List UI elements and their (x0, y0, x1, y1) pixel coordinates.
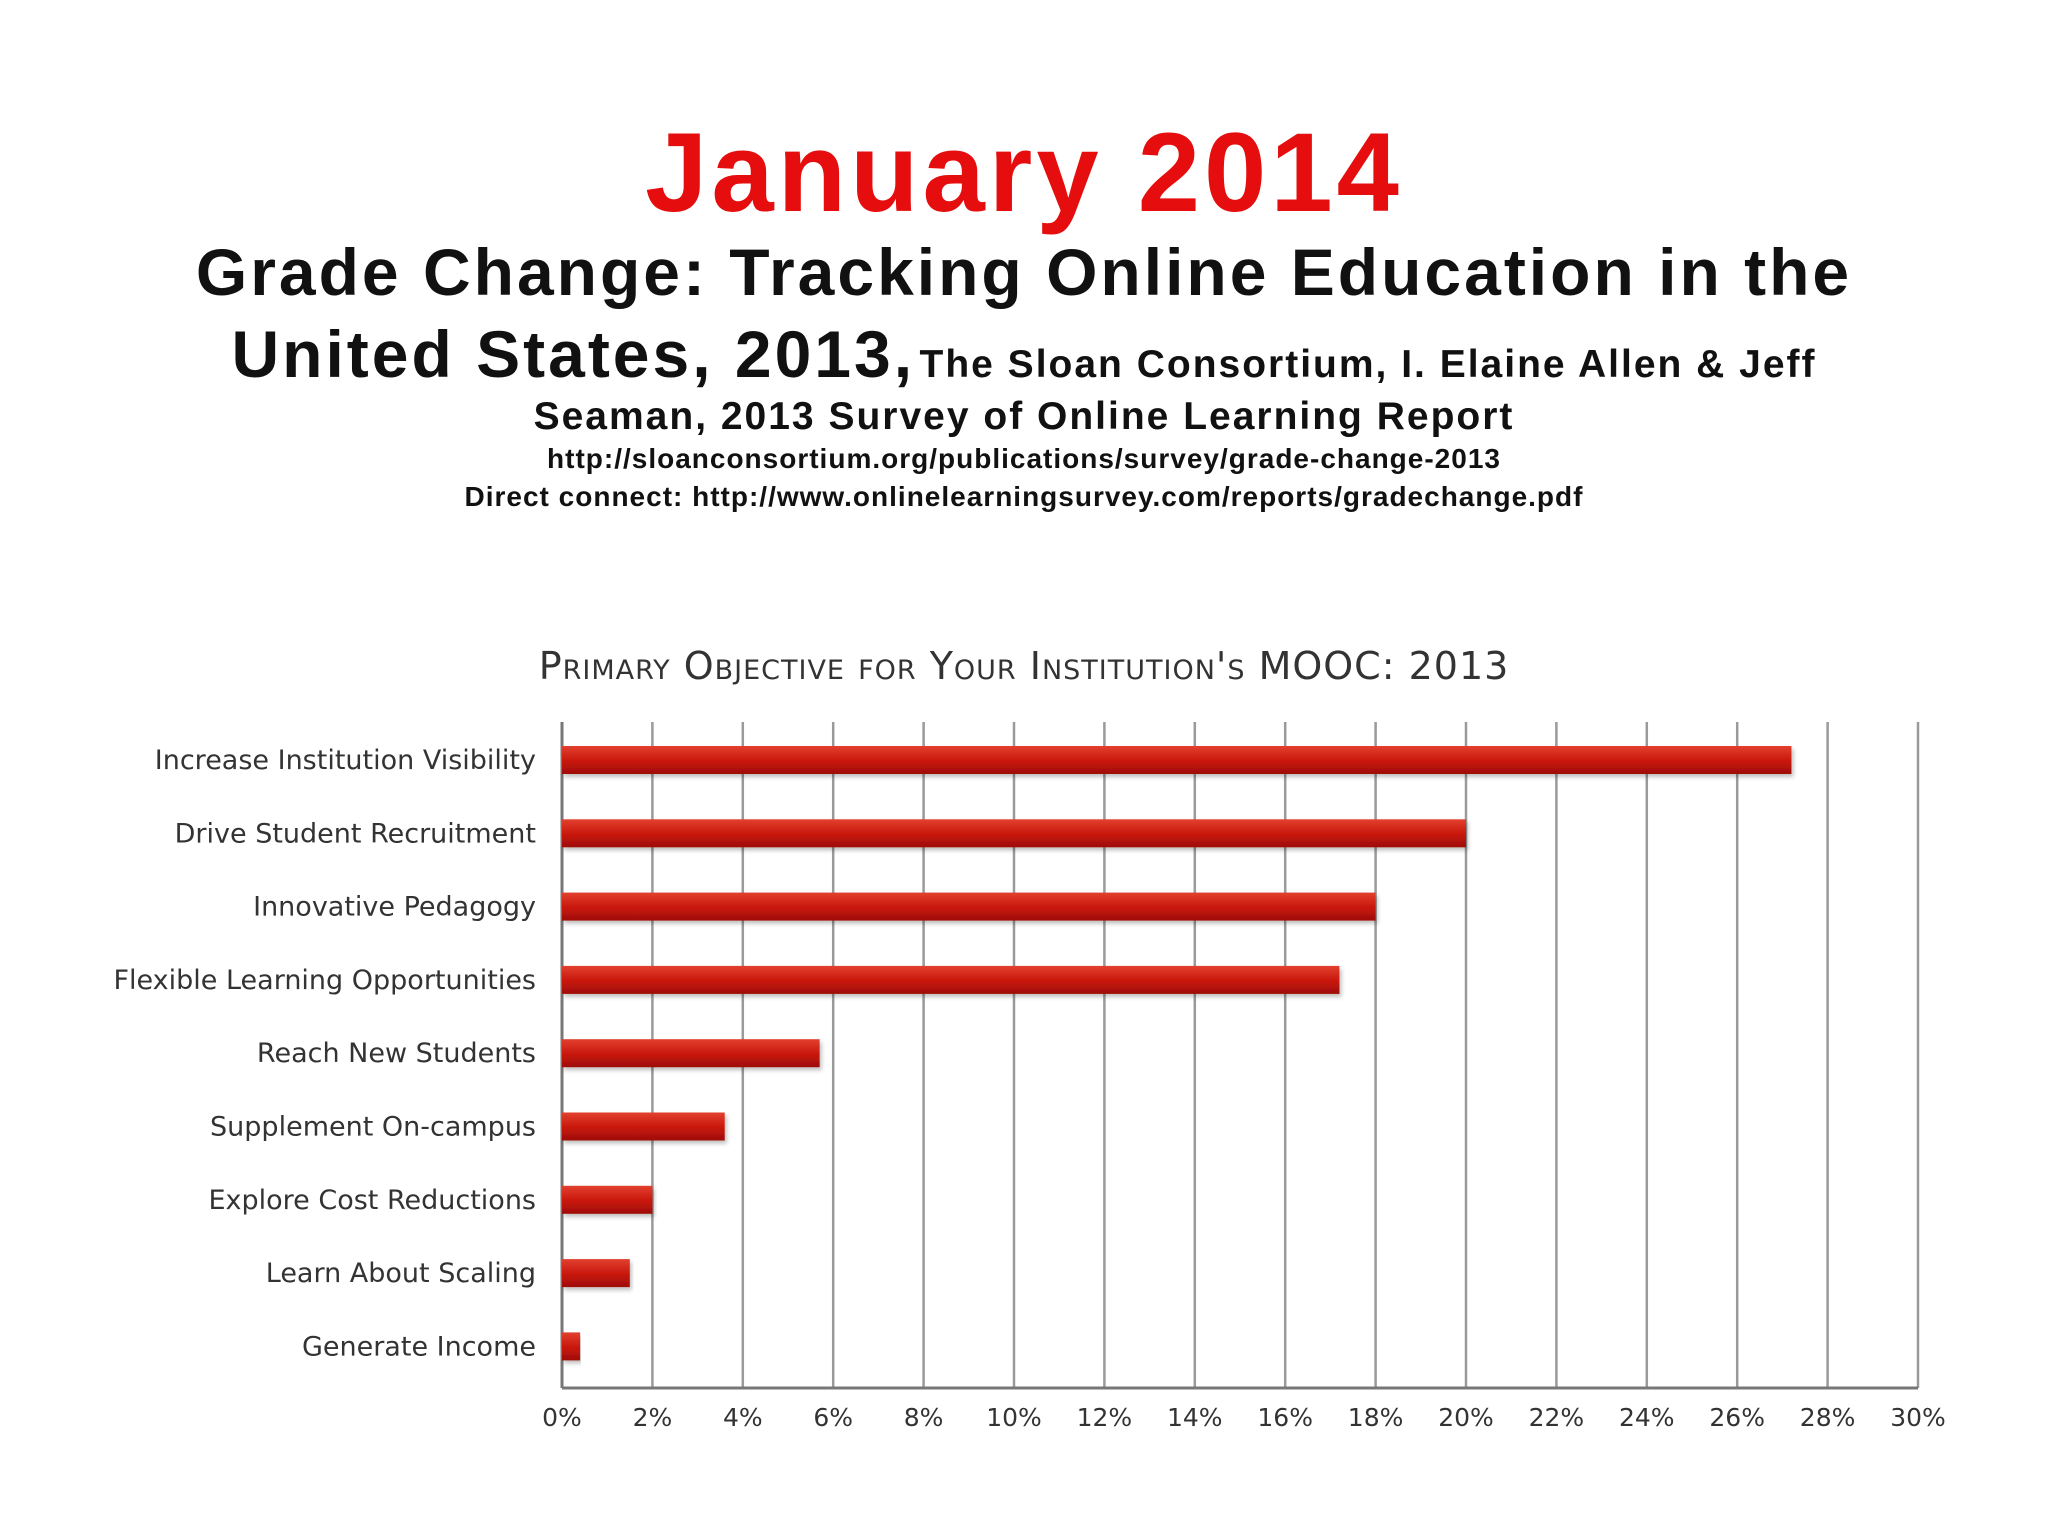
x-tick-label: 0% (542, 1403, 582, 1432)
bar (562, 1039, 820, 1068)
x-tick-label: 24% (1619, 1403, 1675, 1432)
chart-title: Primary Objective for Your Institution's… (538, 644, 1510, 688)
x-tick-labels: 0% 2% 4% 6% 8% 10% 12% 14% 16% 18% 20% 22% 24% 26% 28%… (542, 1403, 1946, 1432)
authors-part2: Seaman, 2013 Survey of Online Learning R… (533, 395, 1515, 438)
category-label: Flexible Learning Opportunities (113, 965, 536, 996)
category-labels: Increase Institution Visibility Drive Stu… (113, 745, 536, 1362)
bar (562, 1332, 581, 1361)
report-title-line2: United States, 2013, The Sloan Consortiu… (0, 314, 2048, 405)
x-tick-label: 30% (1890, 1403, 1946, 1432)
report-url: http://sloanconsortium.org/publications/… (547, 443, 1501, 474)
x-tick-label: 18% (1348, 1403, 1404, 1432)
bar (562, 1112, 725, 1141)
x-tick-label: 16% (1257, 1403, 1313, 1432)
category-label: Reach New Students (257, 1038, 536, 1069)
bar (562, 819, 1466, 848)
authors-part1: The Sloan Consortium, I. Elaine Allen & … (919, 343, 1817, 386)
x-tick-label: 8% (904, 1403, 944, 1432)
bar (562, 892, 1376, 921)
bar (562, 1185, 653, 1214)
category-label: Increase Institution Visibility (155, 745, 536, 776)
category-label: Generate Income (302, 1331, 536, 1362)
x-tick-label: 6% (813, 1403, 853, 1432)
x-tick-label: 2% (633, 1403, 673, 1432)
bar (562, 746, 1792, 774)
date-title: January 2014 (645, 110, 1403, 235)
x-tick-label: 22% (1529, 1403, 1585, 1432)
x-tick-label: 14% (1167, 1403, 1223, 1432)
x-tick-label: 12% (1077, 1403, 1133, 1432)
category-label: Drive Student Recruitment (175, 818, 536, 849)
bar (562, 965, 1340, 994)
x-tick-label: 26% (1709, 1403, 1765, 1432)
x-tick-label: 4% (723, 1403, 763, 1432)
x-tick-label: 28% (1800, 1403, 1856, 1432)
bar (562, 1259, 630, 1288)
category-label: Learn About Scaling (266, 1258, 536, 1289)
category-label: Supplement On-campus (210, 1112, 536, 1143)
x-tick-label: 10% (986, 1403, 1042, 1432)
x-tick-label: 20% (1438, 1403, 1494, 1432)
direct-connect-url: Direct connect: http://www.onlinelearnin… (464, 481, 1584, 512)
bars (562, 746, 1792, 1361)
report-title-line1: Grade Change: Tracking Online Education … (195, 235, 1853, 309)
category-label: Explore Cost Reductions (208, 1185, 536, 1216)
category-label: Innovative Pedagogy (253, 892, 536, 923)
report-title-line2-text: United States, 2013, (231, 317, 916, 391)
